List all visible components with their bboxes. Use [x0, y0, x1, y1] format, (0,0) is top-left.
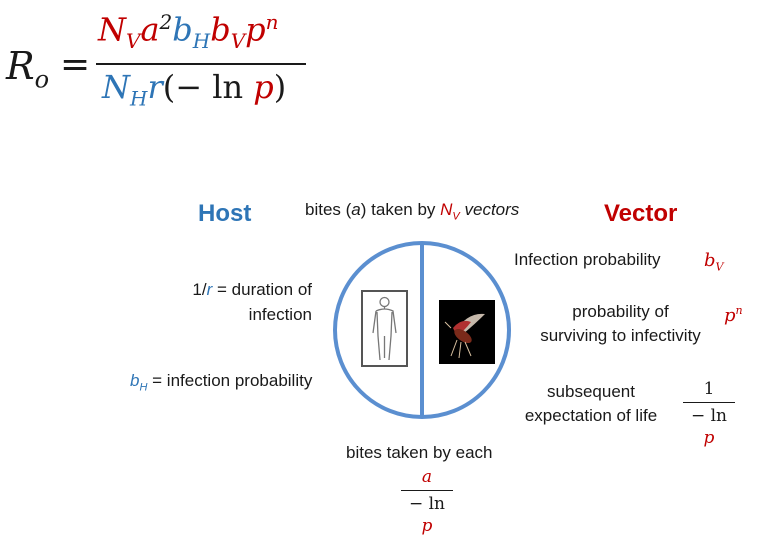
bites-per-vector-fraction: a − ln p — [401, 466, 453, 537]
life-expectancy-fraction: 1 − ln p — [683, 378, 735, 449]
mosquito-icon — [439, 300, 495, 364]
formula-fraction-bar — [96, 63, 306, 65]
r0-formula: Ro = NVa2bHbVpn NHr(− ln p) — [6, 8, 306, 111]
bv-symbol: bV — [704, 250, 724, 274]
host-infection-probability-label: bH = infection probability — [130, 371, 313, 394]
subsequent-life-expectancy-label: subsequent expectation of life — [524, 382, 658, 425]
vector-heading: Vector — [604, 200, 678, 227]
formula-equals: = — [60, 44, 91, 85]
formula-denominator: NHr(− ln p) — [102, 68, 287, 111]
host-heading: Host — [198, 200, 252, 227]
vector-infection-probability-label: Infection probability — [514, 250, 661, 269]
surviving-probability-label: probability of surviving to infectivity — [540, 302, 701, 345]
human-figure-icon — [361, 290, 408, 367]
formula-lhs: Ro — [6, 44, 50, 94]
bites-taken-by-each-label: bites taken by each — [346, 443, 493, 462]
bites-taken-label: bites (a) taken by NV vectors — [305, 200, 520, 223]
pn-symbol: pn — [724, 304, 743, 326]
duration-of-infection-label: 1/r = duration of infection — [192, 280, 312, 324]
formula-numerator: NVa2bHbVpn — [98, 10, 279, 54]
host-vector-circle — [333, 241, 511, 419]
